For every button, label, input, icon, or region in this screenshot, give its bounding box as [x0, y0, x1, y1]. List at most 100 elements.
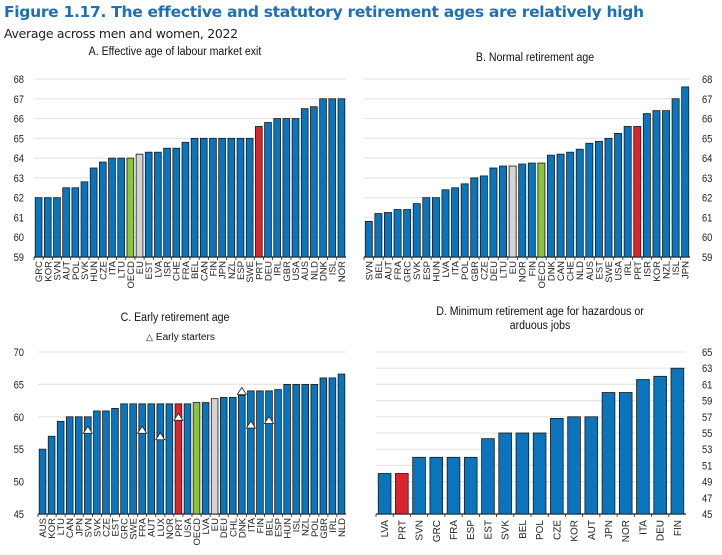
- x-tick-label: IRL: [623, 261, 634, 276]
- x-tick-label: FIN: [673, 520, 684, 536]
- y-tick-label: 50: [14, 477, 25, 489]
- figure-title: Figure 1.17. The effective and statutory…: [4, 3, 644, 21]
- bar-svn: [84, 416, 92, 515]
- x-tick-label: EU: [210, 518, 221, 531]
- bar-che: [566, 151, 575, 258]
- x-tick-label: KOR: [570, 520, 581, 542]
- x-tick-label: AUT: [383, 261, 394, 280]
- bar-eu: [210, 398, 219, 515]
- x-tick-label: ITA: [451, 260, 462, 275]
- bar-ltu: [117, 157, 125, 258]
- x-tick-label: FIN: [527, 261, 538, 276]
- bar-oecd: [537, 162, 546, 258]
- y-tick-label: 55: [702, 428, 713, 440]
- y-tick-label: 57: [702, 412, 713, 424]
- x-tick-label: FRA: [181, 260, 192, 280]
- bar-hun: [283, 383, 291, 515]
- y-tick-label: 63: [702, 173, 713, 185]
- y-tick-label: 45: [702, 509, 713, 521]
- bar-grc: [120, 403, 128, 515]
- y-tick-label: 60: [14, 233, 25, 245]
- bar-aus: [300, 108, 309, 258]
- x-tick-label: ESP: [422, 261, 433, 280]
- x-tick-label: AUS: [300, 261, 311, 281]
- x-tick-label: LVA: [441, 260, 452, 277]
- bar-usa: [183, 403, 192, 515]
- y-tick-label: 66: [702, 114, 713, 126]
- bar-cze: [102, 410, 110, 515]
- x-tick-label: ISR: [163, 261, 174, 277]
- x-tick-label: CZE: [552, 520, 563, 540]
- x-tick-label: HUN: [283, 518, 294, 539]
- bar-gbr: [470, 177, 479, 258]
- bar-lva: [377, 473, 392, 515]
- bar-ltu: [499, 165, 507, 258]
- bar-aut: [384, 212, 392, 258]
- bar-eu: [135, 153, 144, 258]
- x-tick-label: AUS: [585, 261, 596, 281]
- x-tick-label: CHE: [172, 261, 183, 281]
- bar-aut: [147, 403, 155, 515]
- bar-deu: [489, 167, 498, 258]
- y-tick-label: 66: [14, 114, 25, 126]
- panel-b-title: B. Normal retirement age: [475, 52, 595, 64]
- bar-nzl: [662, 110, 670, 258]
- x-tick-label: CZE: [101, 518, 112, 537]
- x-tick-label: IRL: [328, 518, 339, 533]
- triangle-marker-icon: △: [146, 332, 153, 342]
- x-tick-label: GRC: [120, 518, 131, 539]
- bar-svk: [412, 203, 421, 258]
- x-tick-label: CHL: [228, 518, 239, 537]
- x-tick-label: JPN: [604, 520, 615, 539]
- bar-svn: [364, 220, 373, 258]
- bar-bel: [515, 432, 530, 515]
- bar-isr: [163, 147, 171, 258]
- x-tick-label: ISL: [328, 261, 339, 275]
- bar-nor: [618, 392, 633, 515]
- x-tick-label: BEL: [190, 261, 201, 279]
- bar-svk: [498, 432, 512, 515]
- bar-svk: [80, 181, 89, 258]
- bar-aut: [584, 416, 599, 515]
- y-tick-label: 67: [14, 94, 25, 106]
- x-tick-label: HUN: [89, 261, 100, 282]
- y-tick-label: 63: [702, 364, 713, 376]
- early-starter-marker: [155, 432, 166, 441]
- bar-chl: [229, 396, 237, 515]
- x-tick-label: ISL: [671, 261, 682, 275]
- bar-est: [111, 407, 119, 515]
- bar-kor: [652, 110, 661, 258]
- bar-che: [172, 147, 181, 258]
- x-tick-label: EST: [483, 520, 494, 539]
- bar-deu: [264, 122, 272, 258]
- x-tick-label: CAN: [65, 518, 76, 538]
- bar-aut: [62, 187, 70, 258]
- x-tick-label: LVA: [153, 260, 164, 277]
- x-tick-label: NZL: [662, 261, 673, 279]
- x-tick-label: OECD: [537, 261, 548, 289]
- x-tick-label: CAN: [556, 261, 567, 281]
- bar-est: [144, 151, 153, 258]
- x-tick-label: EST: [594, 261, 605, 280]
- x-tick-label: DEU: [656, 520, 667, 541]
- bar-pol: [71, 187, 80, 258]
- x-tick-label: DNK: [319, 260, 330, 281]
- bar-kor: [43, 197, 52, 258]
- bar-prt: [633, 126, 642, 258]
- bar-oecd: [126, 157, 135, 258]
- y-tick-label: 65: [14, 134, 25, 146]
- y-tick-label: 49: [702, 477, 713, 489]
- early-starter-marker: [136, 425, 148, 434]
- y-tick-label: 53: [702, 445, 713, 457]
- y-tick-label: 63: [14, 173, 25, 185]
- x-tick-label: SVN: [364, 261, 375, 281]
- bar-esp: [422, 197, 431, 258]
- x-tick-label: PRT: [397, 520, 408, 540]
- bar-can: [65, 416, 74, 515]
- x-tick-label: USA: [614, 260, 625, 280]
- bar-grc: [34, 197, 43, 258]
- bar-usa: [614, 132, 623, 258]
- x-tick-label: SWE: [245, 261, 256, 283]
- bar-eu: [508, 165, 517, 258]
- y-tick-label: 59: [702, 396, 713, 408]
